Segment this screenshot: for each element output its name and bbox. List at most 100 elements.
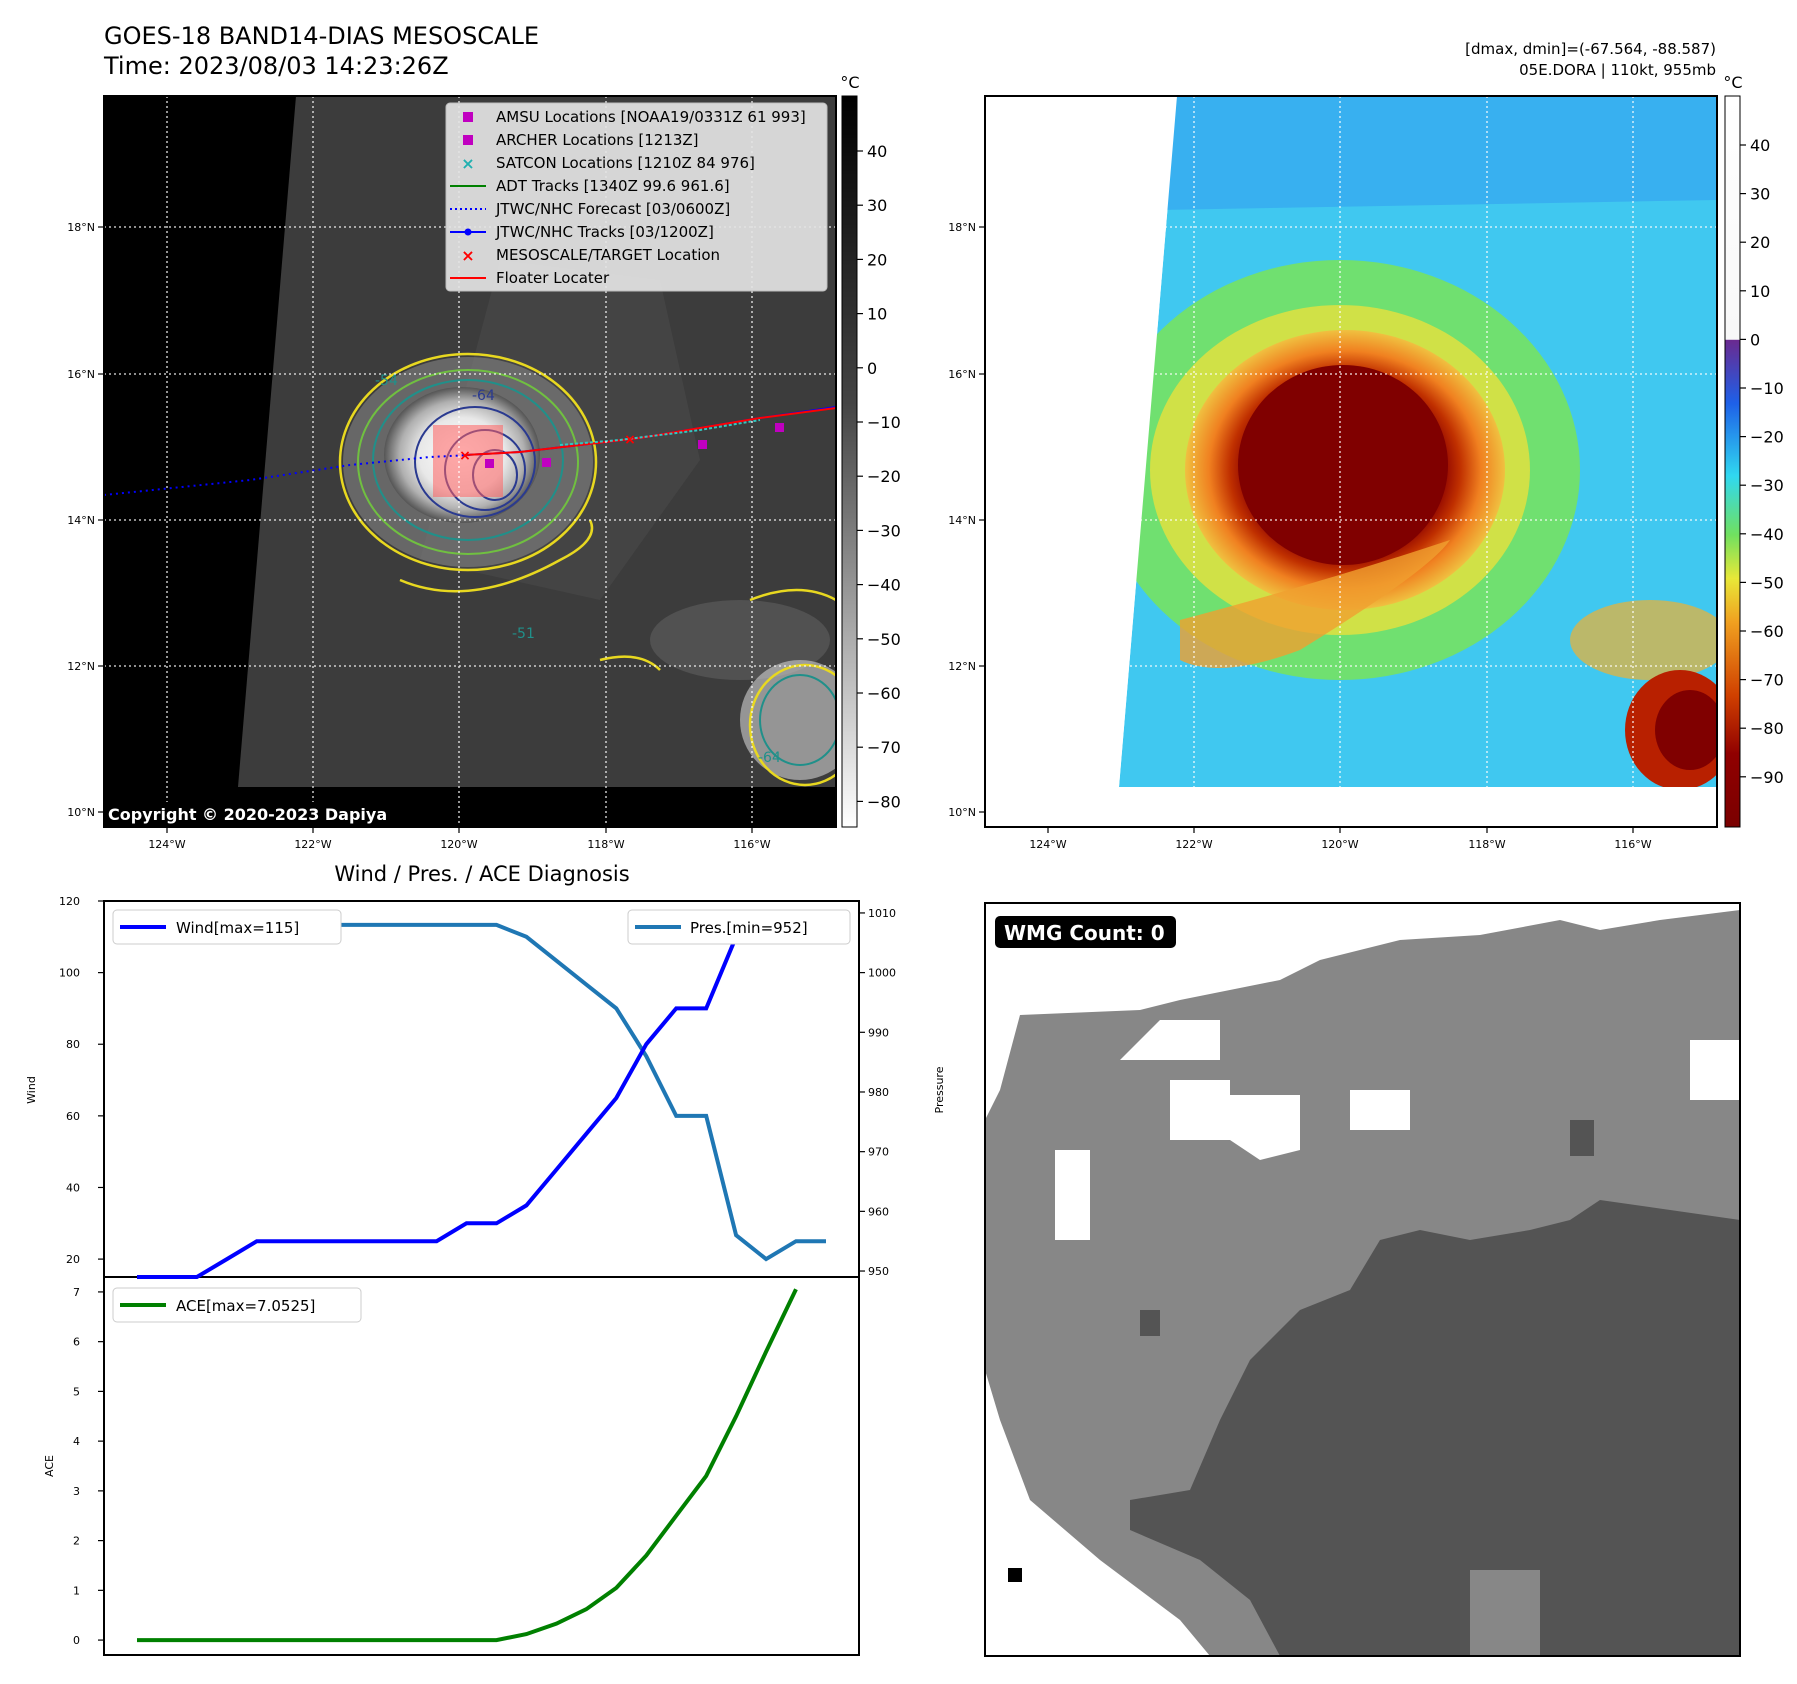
colorbar-tick-label: −70 xyxy=(867,738,901,757)
copyright-text: Copyright © 2020-2023 Dapiya xyxy=(108,805,387,824)
colorbar-tick-label: −30 xyxy=(867,521,901,540)
legend-item: JTWC/NHC Forecast [03/0600Z] xyxy=(450,200,730,218)
gray-colorbar-ticks: 40 30 20 10 0 −10 −20 −30 −40 −50 −60 −70 −80 xyxy=(857,142,901,811)
colorbar-tick-label: 0 xyxy=(867,359,877,378)
svg-text:×: × xyxy=(461,246,474,265)
map-legend: AMSU Locations [NOAA19/0331Z 61 993] ARCH… xyxy=(445,102,828,292)
legend-item: × SATCON Locations [1210Z 84 976] xyxy=(461,154,755,173)
contour-label: -64 xyxy=(758,750,781,766)
right-map-frame xyxy=(984,95,1718,828)
lon-tick-label: 116°W xyxy=(733,838,770,851)
lat-tick-label: 18°N xyxy=(948,221,976,234)
lat-tick-label: 16°N xyxy=(67,368,95,381)
lon-tick-label: 122°W xyxy=(294,838,331,851)
colorbar-tick-label: −30 xyxy=(1750,476,1784,495)
pressure-legend: Pres.[min=952] xyxy=(627,909,851,945)
wind-tick-label: 80 xyxy=(66,1038,80,1051)
colorbar-tick-label: −10 xyxy=(867,413,901,432)
lat-tick-label: 12°N xyxy=(67,660,95,673)
lon-tick-label: 120°W xyxy=(440,838,477,851)
ace-tick-label: 2 xyxy=(73,1535,80,1548)
contour-label: -51 xyxy=(512,626,535,642)
pressure-tick-label: 960 xyxy=(868,1205,889,1218)
pressure-axis-label: Pressure xyxy=(933,1066,946,1113)
lat-tick-label: 18°N xyxy=(67,221,95,234)
right-header-line2: 05E.DORA | 110kt, 955mb xyxy=(1519,61,1716,79)
legend-label: ARCHER Locations [1213Z] xyxy=(496,131,699,149)
colorbar-tick-label: −20 xyxy=(867,467,901,486)
ace-axis-label: ACE xyxy=(43,1455,56,1477)
lon-tick-label: 116°W xyxy=(1614,838,1651,851)
pressure-tick-label: 990 xyxy=(868,1026,889,1039)
colorbar-tick-label: −50 xyxy=(867,630,901,649)
gray-colorbar xyxy=(841,95,858,828)
colorbar-tick-label: −70 xyxy=(1750,671,1784,690)
gray-colorbar-unit: °C xyxy=(840,73,859,92)
colorbar-tick-label: −10 xyxy=(1750,379,1784,398)
legend-label: Floater Locater xyxy=(496,269,610,287)
figure-title-line1: GOES-18 BAND14-DIAS MESOSCALE xyxy=(104,22,539,50)
wind-legend: Wind[max=115] xyxy=(112,909,342,945)
legend-label: AMSU Locations [NOAA19/0331Z 61 993] xyxy=(496,108,806,126)
pressure-tick-label: 1010 xyxy=(868,907,896,920)
colorbar-tick-label: −50 xyxy=(1750,573,1784,592)
lon-tick-label: 120°W xyxy=(1321,838,1358,851)
lon-tick-label: 118°W xyxy=(1468,838,1505,851)
colorbar-tick-label: 20 xyxy=(1750,233,1770,252)
color-colorbar-unit: °C xyxy=(1723,73,1742,92)
ace-plot-frame xyxy=(103,1276,860,1656)
colorbar-tick-label: −80 xyxy=(867,792,901,811)
colorbar-tick-label: 40 xyxy=(867,142,887,161)
wind-tick-label: 40 xyxy=(66,1181,80,1194)
svg-text:×: × xyxy=(459,448,471,464)
colorbar-tick-label: 30 xyxy=(1750,185,1770,204)
colorbar-tick-label: −60 xyxy=(867,684,901,703)
legend-label: MESOSCALE/TARGET Location xyxy=(496,246,720,264)
contour-label: -54 xyxy=(375,373,398,389)
wind-y-axis: 20 40 60 80 100 120 xyxy=(59,895,104,1266)
lat-tick-label: 10°N xyxy=(948,806,976,819)
colorbar-tick-label: −40 xyxy=(867,576,901,595)
lat-tick-label: 12°N xyxy=(948,660,976,673)
ace-tick-label: 7 xyxy=(73,1286,80,1299)
lat-tick-label: 14°N xyxy=(67,514,95,527)
right-header-line1: [dmax, dmin]=(-67.564, -88.587) xyxy=(1465,40,1716,58)
legend-item: JTWC/NHC Tracks [03/1200Z] xyxy=(450,223,714,241)
legend-label: JTWC/NHC Tracks [03/1200Z] xyxy=(495,223,714,241)
lon-tick-label: 124°W xyxy=(148,838,185,851)
colorbar-tick-label: −80 xyxy=(1750,719,1784,738)
wmg-panel: WMG Count: 0 xyxy=(984,902,1741,1657)
ace-tick-label: 3 xyxy=(73,1485,80,1498)
svg-text:Wind[max=115]: Wind[max=115] xyxy=(176,919,299,937)
ace-tick-label: 4 xyxy=(73,1435,80,1448)
pressure-y-axis: 950 960 970 980 990 1000 1010 xyxy=(859,907,896,1278)
legend-item: ADT Tracks [1340Z 99.6 961.6] xyxy=(450,177,730,195)
colorbar-tick-label: 30 xyxy=(867,196,887,215)
legend-label: JTWC/NHC Forecast [03/0600Z] xyxy=(495,200,730,218)
legend-item: Floater Locater xyxy=(450,269,610,287)
diagnosis-title: Wind / Pres. / ACE Diagnosis xyxy=(334,862,629,886)
right-map-ticks xyxy=(979,226,1634,833)
legend-label: SATCON Locations [1210Z 84 976] xyxy=(496,154,755,172)
ace-tick-label: 1 xyxy=(73,1584,80,1597)
svg-text:ACE[max=7.0525]: ACE[max=7.0525] xyxy=(176,1297,315,1315)
colorbar-tick-label: 0 xyxy=(1750,330,1760,349)
copyright-box xyxy=(104,802,416,827)
ace-series-line xyxy=(137,1288,798,1643)
ace-y-axis: 0 1 2 3 4 5 6 7 xyxy=(73,1286,104,1647)
svg-text:WMG Count: 0: WMG Count: 0 xyxy=(1004,921,1165,945)
colorbar-tick-label: 40 xyxy=(1750,136,1770,155)
ace-tick-label: 0 xyxy=(73,1634,80,1647)
lat-tick-label: 16°N xyxy=(948,368,976,381)
colorbar-tick-label: −60 xyxy=(1750,622,1784,641)
ace-tick-label: 6 xyxy=(73,1336,80,1349)
lat-tick-label: 14°N xyxy=(948,514,976,527)
legend-item: AMSU Locations [NOAA19/0331Z 61 993] xyxy=(463,108,806,126)
color-colorbar xyxy=(1724,95,1741,828)
colorbar-tick-label: 10 xyxy=(1750,282,1770,301)
pressure-tick-label: 970 xyxy=(868,1146,889,1159)
legend-label: ADT Tracks [1340Z 99.6 961.6] xyxy=(496,177,730,195)
pressure-tick-label: 980 xyxy=(868,1086,889,1099)
colorbar-tick-label: −20 xyxy=(1750,428,1784,447)
